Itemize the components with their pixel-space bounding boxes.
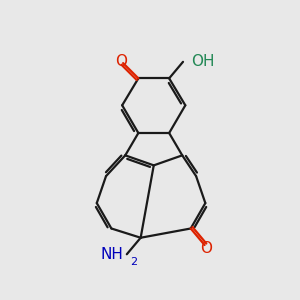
Text: OH: OH (191, 54, 214, 69)
Text: O: O (200, 241, 212, 256)
Text: 2: 2 (130, 256, 137, 267)
Text: NH: NH (101, 247, 124, 262)
Text: O: O (115, 54, 127, 69)
